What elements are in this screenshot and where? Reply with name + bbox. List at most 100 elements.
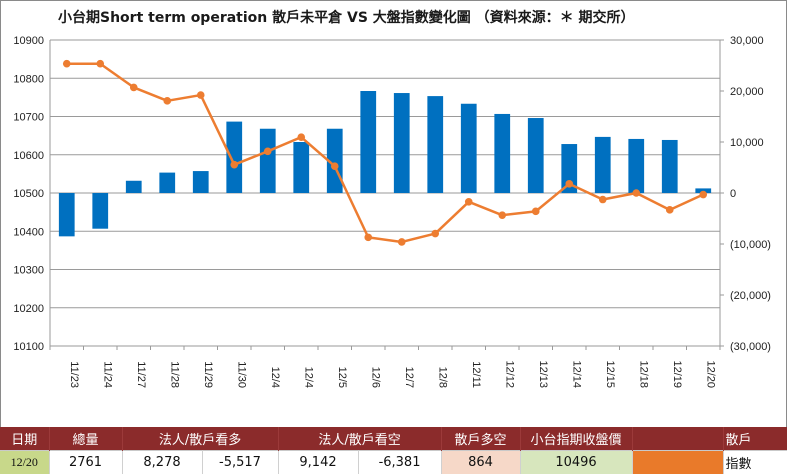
left-tick-label: 10400: [13, 226, 44, 238]
bar: [494, 113, 511, 193]
left-tick-label: 10900: [13, 35, 44, 47]
value-close: 10496: [520, 450, 633, 474]
header-date: 日期: [0, 427, 50, 451]
left-tick-label: 10200: [13, 303, 44, 315]
line-point: [163, 97, 172, 105]
chart-canvas: 小台期Short term operation 散戶未平倉 VS 大盤指數變化圖…: [13, 9, 771, 388]
bar: [92, 193, 109, 229]
line-point: [196, 91, 205, 99]
line-point: [397, 238, 406, 246]
bar: [159, 172, 176, 193]
bar: [58, 193, 75, 237]
x-tick-label: 11/27: [135, 361, 147, 388]
bar: [561, 144, 578, 193]
left-tick-label: 10300: [13, 265, 44, 277]
right-tick-label: (20,000): [730, 290, 771, 302]
header-long: 法人/散戶看多: [122, 427, 279, 451]
grid-lines: [49, 39, 721, 347]
left-axis: 10100 10200 10300 10400 10500 10600 10700 10800…: [13, 35, 44, 353]
right-axis: (30,000) (20,000) (10,000) 0 10,000 20,000 30,…: [720, 35, 771, 353]
value-retail-net: 864: [441, 450, 521, 474]
line-series: [62, 59, 708, 246]
right-tick-label: 20,000: [730, 86, 764, 98]
x-tick-label: 12/8: [436, 367, 448, 388]
bar: [628, 138, 645, 193]
line-point: [699, 190, 708, 199]
right-tick-label: 10,000: [730, 137, 764, 149]
line-point: [431, 229, 440, 238]
line-point: [96, 59, 105, 68]
bar: [460, 103, 477, 193]
line-point: [297, 133, 306, 141]
chart-title: 小台期Short term operation 散戶未平倉 VS 大盤指數變化圖…: [58, 9, 635, 26]
x-tick-label: 12/11: [470, 361, 482, 388]
header-total: 總量: [49, 427, 123, 451]
x-tick-label: 12/19: [671, 360, 683, 388]
x-axis: 11/23 11/24 11/27 11/28 11/29 11/30 12/4 12/4 12…: [49, 346, 721, 388]
x-tick-label: 12/7: [403, 367, 415, 388]
header-retail-net: 散戶多空: [441, 427, 521, 451]
left-tick-label: 10600: [13, 150, 44, 162]
bar: [393, 93, 410, 193]
bar: [360, 91, 377, 193]
x-tick-label: 11/29: [202, 361, 214, 388]
x-tick-label: 11/24: [101, 361, 113, 388]
left-tick-label: 10700: [13, 112, 44, 124]
bar: [661, 139, 678, 193]
table-header-row: 日期 總量 法人/散戶看多 法人/散戶看空 散戶多空 小台指期收盤價 散戶: [0, 427, 787, 451]
left-tick-label: 10500: [13, 188, 44, 200]
x-tick-label: 12/4: [302, 367, 314, 388]
line-point: [364, 233, 373, 242]
x-tick-label: 11/23: [68, 361, 80, 388]
value-date: 12/20: [0, 450, 50, 474]
table-value-row: 12/20 2761 8,278 -5,517 9,142 -6,381 864…: [0, 450, 787, 474]
legend-bar-swatch: [632, 427, 724, 451]
x-tick-label: 12/4: [269, 367, 281, 388]
legend-bar-label: 散戶: [723, 427, 787, 451]
right-tick-label: 30,000: [730, 35, 764, 47]
bar: [192, 171, 209, 193]
value-short-retail: -6,381: [358, 450, 442, 474]
header-short: 法人/散戶看空: [278, 427, 442, 451]
line-point: [62, 59, 71, 68]
x-tick-label: 12/14: [570, 360, 582, 388]
line-point: [129, 83, 138, 92]
x-tick-label: 11/30: [235, 361, 247, 388]
bar: [527, 118, 544, 193]
bar: [594, 136, 611, 193]
bar: [427, 96, 444, 193]
left-tick-label: 10100: [13, 341, 44, 353]
bar: [259, 128, 276, 193]
bar: [695, 188, 712, 193]
left-tick-label: 10800: [13, 73, 44, 85]
bar: [125, 180, 142, 193]
line-point: [665, 206, 674, 214]
line-point: [498, 211, 507, 219]
x-tick-label: 12/12: [503, 360, 515, 388]
x-tick-label: 11/28: [168, 361, 180, 388]
line-point: [330, 162, 339, 171]
value-long-inst: 8,278: [122, 450, 203, 474]
right-tick-label: (10,000): [730, 239, 771, 251]
x-tick-label: 12/18: [637, 360, 649, 388]
bar-series: [58, 91, 712, 237]
x-tick-label: 12/20: [704, 360, 716, 388]
line-point: [464, 197, 473, 206]
x-tick-label: 12/5: [336, 367, 348, 388]
x-tick-label: 12/13: [537, 360, 549, 388]
header-close: 小台指期收盤價: [520, 427, 633, 451]
data-table: 日期 總量 法人/散戶看多 法人/散戶看空 散戶多空 小台指期收盤價 散戶 12…: [0, 427, 787, 474]
line-point: [531, 207, 540, 216]
line-point: [598, 195, 607, 204]
x-tick-label: 12/15: [604, 360, 616, 388]
value-long-retail: -5,517: [202, 450, 279, 474]
value-total: 2761: [49, 450, 123, 474]
line-point: [263, 147, 272, 156]
bar: [293, 142, 310, 193]
x-tick-label: 12/6: [369, 367, 381, 388]
line-point: [230, 160, 239, 169]
bar: [226, 121, 243, 193]
line-point: [565, 180, 574, 188]
line-point: [632, 189, 641, 197]
legend-line-swatch: [632, 450, 724, 474]
